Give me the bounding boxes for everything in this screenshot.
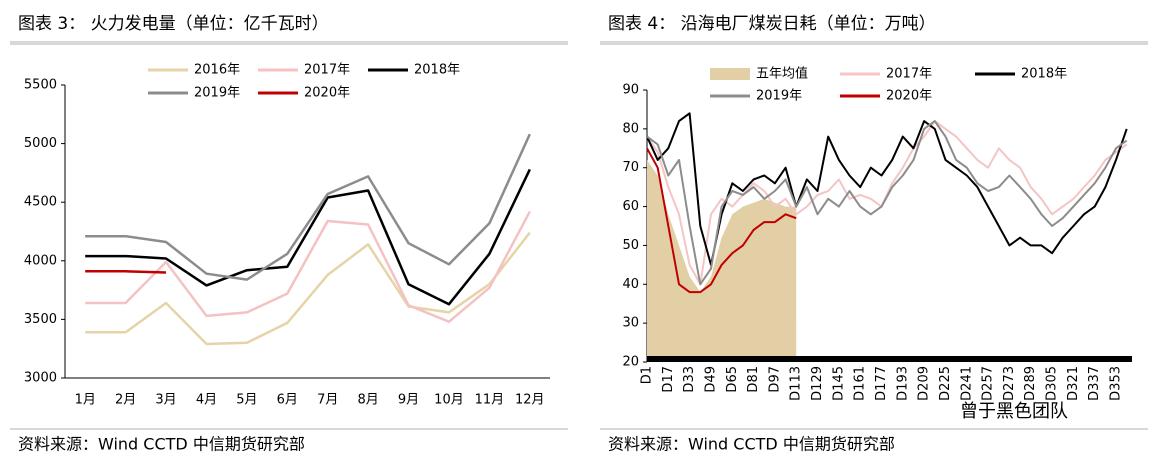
y-tick-label: 3000: [24, 371, 57, 386]
y-tick-label: 80: [622, 121, 639, 136]
x-tick-label: 12月: [515, 393, 545, 408]
y-tick-label: 20: [622, 355, 639, 370]
legend-label: 2018年: [1021, 67, 1067, 82]
source: 资料来源：Wind CCTD 中信期货研究部: [608, 435, 895, 454]
y-tick-label: 30: [622, 316, 639, 331]
legend-swatch: [710, 68, 750, 80]
x-tick-label: 8月: [357, 393, 378, 408]
y-tick-label: 60: [622, 199, 639, 214]
line: [85, 270, 167, 274]
line: [646, 147, 797, 294]
x-tick-label: D193: [895, 366, 910, 401]
legend-label: 2018年: [414, 63, 460, 78]
y-tick-label: 70: [622, 160, 639, 175]
legend-label: 2019年: [194, 86, 240, 101]
y-tick-label: 40: [622, 277, 639, 292]
legend-label: 2019年: [756, 89, 802, 104]
x-tick-label: 6月: [277, 393, 298, 408]
x-tick-label: D225: [938, 366, 953, 401]
footer-rule: [600, 428, 1148, 430]
source: 资料来源：Wind CCTD 中信期货研究部: [18, 435, 305, 454]
x-tick-label: D49: [704, 366, 719, 393]
x-tick-label: 1月: [75, 393, 96, 408]
area: [647, 159, 797, 362]
watermark: 曾于黑色团队: [960, 401, 1068, 422]
x-tick-label: 5月: [236, 393, 257, 408]
line: [85, 211, 531, 323]
x-tick-label: D289: [1023, 366, 1038, 401]
legend-label: 2016年: [194, 63, 240, 78]
x-tick-label: D337: [1087, 366, 1102, 401]
x-tick-label: D177: [874, 366, 889, 401]
x-tick-label: D273: [1002, 366, 1017, 401]
x-tick-label: D145: [831, 366, 846, 401]
legend-label: 2017年: [304, 63, 350, 78]
legend-label: 2017年: [886, 67, 932, 82]
y-tick-label: 5000: [24, 136, 57, 151]
y-tick-label: 50: [622, 238, 639, 253]
x-tick-label: D241: [959, 366, 974, 401]
x-tick-label: D65: [725, 366, 740, 393]
x-tick-label: 2月: [115, 393, 136, 408]
x-tick-label: 3月: [155, 393, 176, 408]
x-tick-label: D161: [853, 366, 868, 401]
legend-label: 2020年: [886, 89, 932, 104]
x-tick-label: 7月: [317, 393, 338, 408]
y-tick-label: 5500: [24, 78, 57, 93]
x-tick-label: D1: [640, 366, 655, 384]
x-tick-label: D209: [917, 366, 932, 401]
legend-label: 五年均值: [756, 66, 808, 82]
x-tick-label: 9月: [398, 393, 419, 408]
y-tick-label: 3500: [24, 312, 57, 327]
line: [85, 133, 531, 281]
header-rule: [600, 41, 1148, 45]
footer-rule: [10, 428, 568, 430]
x-tick-label: D33: [682, 366, 697, 393]
x-tick-label: D129: [810, 366, 825, 401]
x-tick-label: D305: [1045, 366, 1060, 401]
legend-label: 2020年: [304, 86, 350, 101]
chart-title: 图表 3： 火力发电量（单位：亿千瓦时）: [18, 14, 329, 34]
x-tick-label: D17: [661, 366, 676, 393]
line: [646, 120, 1128, 286]
line: [85, 168, 531, 306]
x-tick-label: D321: [1066, 366, 1081, 401]
y-tick-label: 90: [622, 83, 639, 98]
chart-title: 图表 4： 沿海电厂煤炭日耗（单位：万吨）: [608, 14, 936, 34]
y-tick-label: 4500: [24, 195, 57, 210]
header-rule: [10, 41, 568, 45]
x-tick-label: 11月: [475, 393, 505, 408]
x-tick-label: 4月: [196, 393, 217, 408]
x-tick-label: D353: [1109, 366, 1124, 401]
x-tick-label: D257: [981, 366, 996, 401]
x-tick-label: 10月: [434, 393, 464, 408]
x-tick-label: D97: [767, 366, 782, 393]
line: [85, 231, 531, 346]
x-tick-label: D81: [746, 366, 761, 393]
x-axis: [647, 356, 1132, 362]
x-tick-label: D113: [789, 366, 804, 401]
y-tick-label: 4000: [24, 253, 57, 268]
